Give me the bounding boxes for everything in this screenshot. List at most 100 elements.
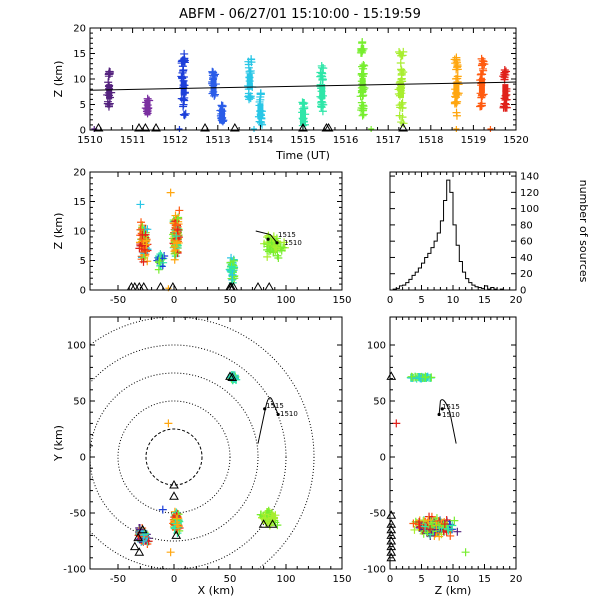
x-height-ticks: -50 0 50 100 150 0 5 10 15 20 — [73, 168, 351, 307]
source-cluster-core — [106, 84, 113, 100]
time-height-ticks: 1510 1511 1512 1513 1514 1515 1516 1517 1518 1519… — [73, 24, 528, 147]
plan-y-axis-tick-label: 100 — [67, 341, 86, 352]
source-point — [440, 520, 449, 529]
station-marker — [169, 491, 179, 500]
source-point — [209, 68, 218, 77]
time-height-panel: 1510 1511 1512 1513 1514 1515 1516 1517 1518 1519… — [52, 24, 529, 163]
source-point — [410, 525, 419, 534]
x-height-x-axis-tick-label: -50 — [110, 295, 126, 306]
plan-view-ticks: -50 0 50 100 150 -100 -50 0 50 100 — [63, 317, 352, 585]
source-point — [425, 512, 434, 521]
histogram-y-tick-label: 20 — [520, 269, 533, 280]
height-y-x-axis-tick-label: 5 — [418, 574, 424, 585]
height-y-y-axis-tick-label: 100 — [367, 341, 386, 352]
plan-x-axis-tick-label: 50 — [224, 574, 237, 585]
source-point — [268, 511, 277, 520]
source-point — [450, 516, 459, 525]
station-marker — [229, 122, 240, 132]
plan-view-marks — [129, 371, 282, 557]
source-point — [251, 126, 258, 132]
histogram-y-tick-label: 120 — [520, 188, 539, 199]
station-marker — [168, 281, 178, 291]
time-axis-tick-label: 1518 — [418, 135, 443, 146]
source-point — [368, 126, 375, 132]
source-point — [244, 60, 253, 69]
source-point — [211, 70, 220, 79]
x-height-z-axis-tick-label: 20 — [73, 168, 86, 179]
height-y-y-axis-tick-label: 0 — [380, 453, 386, 464]
source-point — [172, 232, 181, 241]
histogram-y-label: number of sources — [577, 180, 590, 283]
histogram-y-tick-label: 40 — [520, 253, 533, 264]
source-point — [358, 37, 367, 46]
source-point — [179, 56, 188, 65]
source-point — [177, 72, 186, 81]
track-point-1510 — [275, 241, 279, 245]
histogram-y-tick-label: 140 — [520, 172, 539, 183]
height-y-track-label-1510: 1510 — [442, 411, 460, 419]
source-point — [399, 47, 408, 56]
source-cluster-core — [478, 77, 485, 94]
histogram-y-tick-label: 0 — [520, 286, 526, 297]
plan-x-axis-tick-label: 0 — [171, 574, 177, 585]
plan-view-frame — [89, 316, 343, 570]
source-point — [319, 64, 328, 73]
source-point — [177, 94, 186, 103]
source-point — [358, 106, 367, 115]
x-height-x-axis-tick-label: 100 — [276, 295, 295, 306]
source-point — [266, 245, 275, 254]
time-height-marks — [89, 37, 517, 132]
time-height-z-axis-tick-label: 20 — [73, 24, 86, 35]
x-height-x-axis-tick-label: 150 — [332, 295, 351, 306]
source-point — [171, 211, 180, 220]
source-point — [178, 68, 187, 77]
source-point — [316, 68, 325, 77]
plan-x-label: X (km) — [198, 584, 235, 597]
x-height-frame — [89, 171, 343, 291]
source-point — [139, 244, 148, 253]
source-point — [318, 69, 327, 78]
range-ring — [90, 344, 287, 569]
source-point — [500, 66, 509, 75]
station-marker — [386, 547, 397, 556]
source-point — [158, 505, 167, 514]
source-point — [210, 91, 219, 100]
source-point — [478, 91, 487, 100]
height-y-x-axis-tick-label: 15 — [478, 574, 491, 585]
source-cluster-core — [144, 100, 151, 116]
source-point — [453, 126, 460, 132]
x-height-track-label-1515: 1515 — [278, 231, 296, 239]
source-point — [135, 525, 144, 534]
source-point — [139, 257, 148, 266]
x-height-panel: -50 0 50 100 150 0 5 10 15 20 Z (km) 1515 1510 — [52, 168, 352, 307]
plan-y-axis-tick-label: -100 — [63, 565, 86, 576]
source-point — [396, 59, 405, 68]
time-height-z-axis-tick-label: 15 — [73, 49, 86, 60]
histogram-y-tick-label: 100 — [520, 204, 539, 215]
source-point — [105, 69, 114, 78]
height-y-y-axis-tick-label: 50 — [373, 397, 386, 408]
time-axis-tick-label: 1520 — [503, 135, 528, 146]
time-height-z-axis-tick-label: 5 — [80, 100, 86, 111]
station-marker — [171, 530, 182, 539]
station-marker — [134, 122, 144, 132]
histogram-y-tick-label: 80 — [520, 220, 533, 231]
height-y-x-axis-tick-label: 10 — [447, 574, 460, 585]
source-point — [398, 103, 407, 112]
station-marker — [267, 519, 278, 528]
source-point — [357, 70, 366, 79]
source-point — [446, 531, 455, 540]
x-height-x-axis-tick-label: 50 — [224, 295, 237, 306]
source-point — [477, 69, 486, 78]
range-rings — [90, 317, 315, 569]
source-point — [175, 206, 184, 215]
source-point — [159, 263, 166, 270]
mean-height-trend-line — [89, 81, 517, 91]
source-point — [143, 225, 152, 234]
source-point — [500, 73, 509, 82]
x-height-track-label-1510: 1510 — [284, 239, 302, 247]
range-ring — [117, 400, 231, 514]
range-ring — [90, 372, 259, 542]
source-point — [273, 251, 282, 260]
